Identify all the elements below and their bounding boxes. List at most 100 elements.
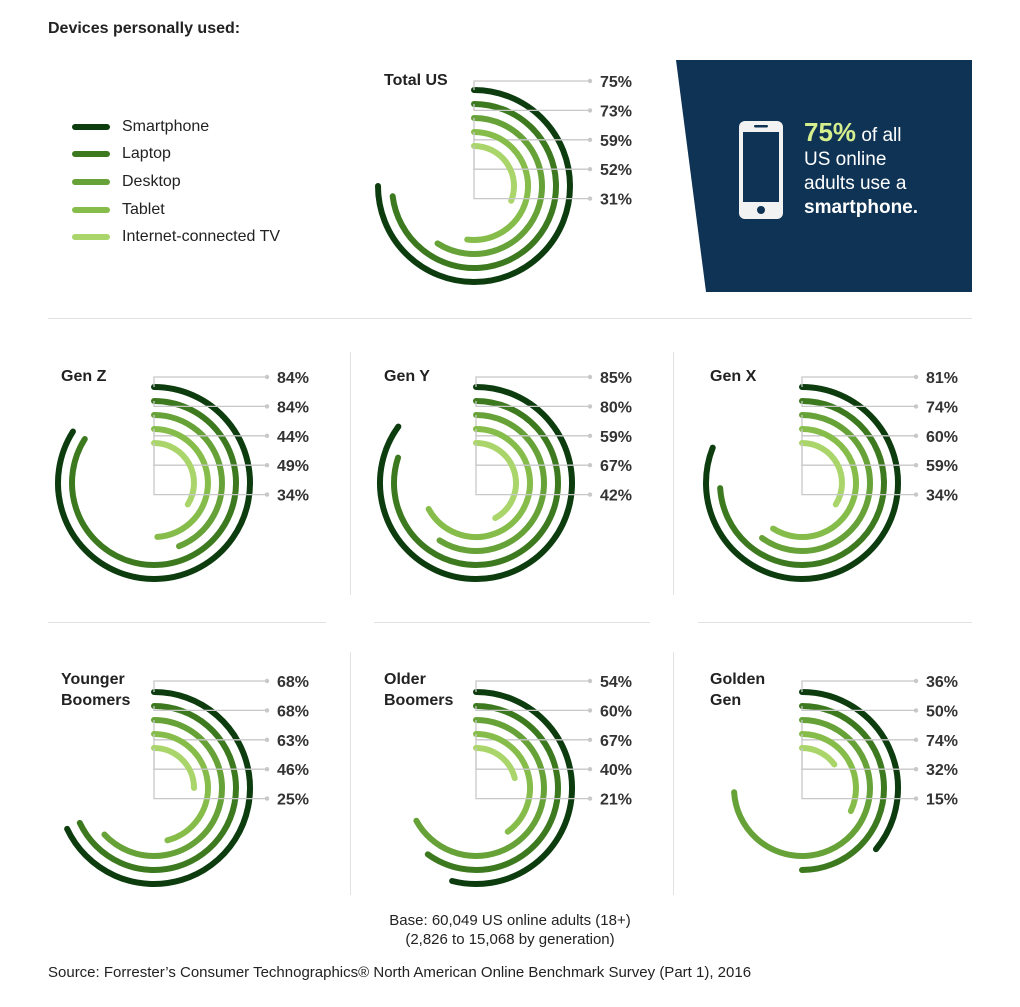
arc-gen-y-desktop <box>436 412 547 554</box>
value-label-younger-boomers-smartphone: 68% <box>277 674 309 691</box>
callout-line1: of all <box>861 125 902 146</box>
base-note-line1: Base: 60,049 US online adults (18+) <box>389 912 631 929</box>
leader-dot-golden-gen-smartphone <box>913 678 919 684</box>
value-label-gen-y-tablet: 67% <box>600 458 632 475</box>
leader-line-older-boomers-internet-connected-tv <box>475 748 590 800</box>
legend-label: Smartphone <box>122 117 210 135</box>
value-label-total-us-smartphone: 75% <box>600 74 632 91</box>
leader-dot-younger-boomers-smartphone <box>264 678 270 684</box>
panel-title-line: Older <box>384 671 426 688</box>
value-label-golden-gen-internet-connected-tv: 15% <box>926 792 958 809</box>
leader-dot-golden-gen-laptop <box>913 708 919 713</box>
leader-dot-gen-z-smartphone <box>264 374 270 380</box>
value-label-older-boomers-desktop: 67% <box>600 733 632 750</box>
value-label-gen-z-internet-connected-tv: 34% <box>277 488 309 505</box>
smartphone-icon <box>739 121 783 219</box>
leader-dot-gen-z-desktop <box>264 433 270 438</box>
value-label-younger-boomers-tablet: 46% <box>277 762 309 779</box>
leader-dot-older-boomers-smartphone <box>587 678 593 684</box>
panel-gen-y: 85% 80% 59% 67% 42% <box>377 370 632 582</box>
leader-dot-gen-x-internet-connected-tv <box>913 492 919 497</box>
arc-younger-boomers-internet-connected-tv <box>151 745 197 791</box>
leader-line-golden-gen-internet-connected-tv <box>801 748 916 800</box>
leader-line-gen-x-laptop <box>801 401 916 408</box>
callout-line2: US online <box>804 149 887 170</box>
legend-swatch <box>72 151 110 158</box>
arc-gen-y-tablet <box>425 426 533 540</box>
leader-dot-younger-boomers-desktop <box>264 737 270 742</box>
arc-gen-z-desktop <box>151 412 225 550</box>
value-label-gen-x-laptop: 74% <box>926 399 958 416</box>
callout-bold-text: smartphone. <box>804 197 919 218</box>
panel-title-line: Boomers <box>384 692 454 709</box>
leader-line-gen-x-internet-connected-tv <box>801 443 916 496</box>
legend-swatch <box>72 123 110 130</box>
value-label-gen-z-smartphone: 84% <box>277 370 309 387</box>
arc-gen-x-tablet <box>770 426 860 540</box>
leader-line-gen-y-laptop <box>475 401 590 408</box>
leader-dot-older-boomers-internet-connected-tv <box>587 796 593 801</box>
value-label-younger-boomers-laptop: 68% <box>277 703 309 720</box>
leader-dot-golden-gen-tablet <box>913 767 919 772</box>
page-title: Devices personally used: <box>48 20 241 37</box>
divider-vertical-3 <box>350 652 351 895</box>
value-label-gen-z-laptop: 84% <box>277 399 309 416</box>
leader-dot-total-us-tablet <box>587 167 593 172</box>
leader-line-older-boomers-smartphone <box>475 680 590 692</box>
value-label-gen-x-smartphone: 81% <box>926 370 958 387</box>
value-label-gen-y-laptop: 80% <box>600 399 632 416</box>
panel-title-line: Gen Z <box>61 368 107 385</box>
divider-vertical-2 <box>673 352 674 595</box>
arc-gen-y-laptop <box>391 398 561 568</box>
panel-title-line: Gen X <box>710 368 757 385</box>
arc-golden-gen-internet-connected-tv <box>799 745 838 768</box>
leader-line-gen-y-smartphone <box>475 376 590 387</box>
arc-total-us-desktop <box>434 115 545 257</box>
value-label-gen-z-desktop: 44% <box>277 429 309 446</box>
arc-older-boomers-tablet <box>473 731 533 835</box>
arc-golden-gen-tablet <box>799 731 859 814</box>
arc-total-us-smartphone <box>375 87 573 285</box>
panel-younger-boomers: 68% 68% 63% 46% 25% <box>64 674 309 887</box>
leader-dot-younger-boomers-internet-connected-tv <box>264 796 270 801</box>
divider-middle-left <box>48 622 326 623</box>
value-label-gen-y-internet-connected-tv: 42% <box>600 488 632 505</box>
legend-label: Tablet <box>122 200 165 218</box>
panel-gen-x: 81% 74% 60% 59% 34% <box>703 370 958 582</box>
panel-title-line: Boomers <box>61 692 131 709</box>
arc-golden-gen-desktop <box>731 717 873 859</box>
arc-gen-z-smartphone <box>55 384 253 582</box>
leader-line-gen-z-smartphone <box>153 376 267 387</box>
arc-younger-boomers-desktop <box>101 717 225 859</box>
leader-dot-gen-z-tablet <box>264 463 270 468</box>
smartphone-callout: 75% of all US online adults use a smartp… <box>676 60 972 292</box>
arc-gen-z-tablet <box>151 426 211 540</box>
arc-total-us-tablet <box>464 129 532 243</box>
arc-older-boomers-desktop <box>413 717 547 859</box>
arc-younger-boomers-laptop <box>76 703 239 873</box>
value-label-golden-gen-tablet: 32% <box>926 762 958 779</box>
panel-title-total-us: Total US <box>384 70 448 91</box>
leader-dot-gen-y-internet-connected-tv <box>587 492 593 497</box>
leader-line-gen-z-internet-connected-tv <box>153 443 267 496</box>
leader-line-total-us-laptop <box>473 104 590 112</box>
leader-dot-gen-z-internet-connected-tv <box>264 492 270 497</box>
value-label-older-boomers-smartphone: 54% <box>600 674 632 691</box>
panel-title-gen-z: Gen Z <box>61 366 106 387</box>
divider-top <box>48 318 972 319</box>
arc-gen-x-desktop <box>759 412 873 554</box>
value-label-gen-x-tablet: 59% <box>926 458 958 475</box>
leader-dot-younger-boomers-laptop <box>264 708 270 713</box>
legend-item-desktop: Desktop <box>72 168 280 196</box>
leader-dot-gen-x-tablet <box>913 463 919 468</box>
value-label-gen-y-smartphone: 85% <box>600 370 632 387</box>
leader-line-younger-boomers-internet-connected-tv <box>153 748 267 800</box>
base-note: Base: 60,049 US online adults (18+) (2,8… <box>0 911 1020 949</box>
legend-label: Internet-connected TV <box>122 228 281 246</box>
legend-swatch <box>72 234 110 241</box>
legend-label: Desktop <box>122 172 181 190</box>
panel-golden-gen: 36% 50% 74% 32% 15% <box>731 674 958 873</box>
leader-dot-gen-x-laptop <box>913 404 919 409</box>
arc-older-boomers-internet-connected-tv <box>473 745 518 782</box>
